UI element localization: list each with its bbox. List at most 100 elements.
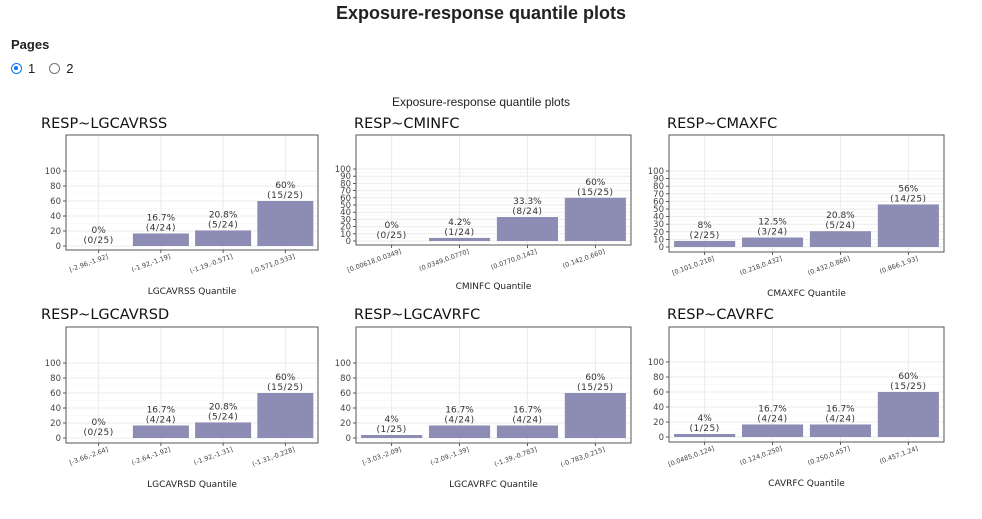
x-tick-label: (0.142,0.660] [562,247,606,270]
y-tick-label: 10 [340,230,351,240]
y-tick-label: 20 [653,228,664,238]
panel-title: RESP~CAVRFC [667,307,774,323]
y-tick-label: 100 [335,359,351,369]
x-axis-label: CMAXFC Quantile [767,289,846,299]
page-1-label: 1 [28,61,36,76]
bar-percent-label: 4% [385,415,400,425]
bar [877,392,939,437]
panel-title: RESP~CMAXFC [667,116,777,132]
x-tick-label: (-0.783,0.215] [559,445,606,468]
bar [428,237,491,241]
bar-percent-label: 4.2% [448,218,471,228]
bar-count-label: (5/24) [825,221,855,231]
bar-percent-label: 16.7% [445,405,474,415]
bar-percent-label: 20.8% [826,211,855,221]
y-tick-label: 100 [45,167,61,177]
radio-checked-icon[interactable] [11,63,22,74]
page-title: Exposure-response quantile plots [335,3,627,23]
panel-title: RESP~LGCAVRFC [354,307,480,323]
panel-title: RESP~LGCAVRSS [41,116,167,132]
panel-title: RESP~CMINFC [354,116,460,132]
bar-count-label: (0/25) [84,428,114,438]
bar [428,425,491,438]
x-tick-label: (0.0349,0.0770] [418,247,470,273]
x-tick-label: (0.866,1.93] [879,254,920,275]
panel-border [668,326,945,443]
x-axis-label: CMINFC Quantile [456,282,532,292]
bar-count-label: (0/25) [377,231,407,241]
radio-unchecked-icon[interactable] [49,63,61,74]
y-tick-label: 80 [653,373,664,383]
bar-percent-label: 4% [698,414,713,424]
bar-count-label: (15/25) [890,382,926,392]
y-tick-label: 30 [653,220,664,230]
page-2-radio[interactable]: 2 [49,61,73,76]
x-tick-label: (0.0770,0.142] [490,247,538,271]
panel-border [355,134,632,246]
bar [496,425,559,438]
x-tick-label: (-1.19,-0.571] [189,252,234,275]
bar [257,393,314,438]
x-tick-label: (0.124,0.250] [739,444,783,467]
bar-count-label: (1/25) [690,424,720,434]
y-tick-label: 0 [56,434,61,444]
x-tick-label: (0.218,0.432] [739,254,783,277]
bar [564,393,626,438]
bar [195,230,252,246]
bar-percent-label: 60% [898,372,918,382]
bar-percent-label: 60% [275,181,295,191]
y-tick-label: 50 [340,201,351,211]
x-tick-label: (0.250,0.457] [807,444,851,467]
bar [877,204,939,247]
bar [496,217,559,241]
bar-count-label: (1/25) [377,425,407,435]
panel-border [65,326,319,444]
bar-percent-label: 16.7% [513,405,542,415]
y-tick-label: 0 [56,242,61,252]
y-tick-label: 20 [340,419,351,429]
bar-percent-label: 56% [898,184,918,194]
y-tick-label: 100 [45,359,61,369]
bar-count-label: (4/24) [444,415,474,425]
y-tick-label: 10 [653,235,664,245]
x-tick-label: (0.432,0.866] [807,254,851,277]
panel-border [355,326,632,444]
y-tick-label: 60 [653,197,664,207]
y-tick-label: 100 [335,165,351,175]
y-tick-label: 40 [340,208,351,218]
bar [741,424,804,437]
bar-count-label: (2/25) [690,231,720,241]
bar-percent-label: 60% [585,178,605,188]
y-tick-label: 50 [653,205,664,215]
bar-percent-label: 16.7% [147,213,176,223]
y-tick-label: 60 [50,197,61,207]
bar [361,435,423,438]
figure-title: Exposure-response quantile plots [391,95,571,109]
bar [741,237,804,247]
bar [674,240,736,247]
bar-count-label: (4/24) [512,415,542,425]
x-axis-label: LGCAVRFC Quantile [449,480,538,490]
bar-count-label: (1/24) [444,228,474,238]
y-tick-label: 60 [340,389,351,399]
y-tick-label: 30 [340,215,351,225]
y-tick-label: 80 [653,182,664,192]
pages-label: Pages [11,37,50,52]
page-1-radio[interactable]: 1 [11,61,35,76]
bar-percent-label: 12.5% [758,218,787,228]
bar-percent-label: 16.7% [147,405,176,415]
y-tick-label: 100 [648,358,664,368]
y-tick-label: 60 [50,389,61,399]
bar-count-label: (5/24) [208,412,238,422]
y-tick-label: 80 [340,374,351,384]
bar-percent-label: 0% [92,418,107,428]
bar-percent-label: 20.8% [209,402,238,412]
panel-border [668,134,945,253]
y-tick-label: 20 [653,418,664,428]
bar-count-label: (15/25) [267,383,303,393]
y-tick-label: 100 [648,167,664,177]
bar-percent-label: 20.8% [209,210,238,220]
x-tick-label: [-2.96,-1.92] [68,252,109,273]
page-2-label: 2 [66,61,74,76]
